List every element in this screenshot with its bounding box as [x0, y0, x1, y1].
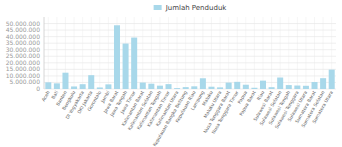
bar [243, 85, 249, 89]
bar [157, 86, 163, 89]
grid-line [44, 89, 336, 90]
bar [183, 87, 189, 89]
bar [303, 86, 309, 89]
grid-line [82, 17, 83, 89]
bar [148, 84, 154, 89]
grid-line [44, 75, 336, 76]
bar [54, 83, 60, 89]
grid-line [159, 17, 160, 89]
bar [269, 87, 275, 89]
y-tick-label: 40.000.000 [6, 33, 41, 40]
bar [234, 82, 240, 89]
grid-line [44, 49, 336, 50]
grid-line [314, 17, 315, 89]
y-tick-label: 15.000.000 [6, 65, 41, 72]
bar [200, 78, 206, 89]
bar [71, 86, 77, 89]
bar [277, 78, 283, 89]
grid-line [305, 17, 306, 89]
y-tick-label: 30.000.000 [6, 46, 41, 53]
grid-line [194, 17, 195, 89]
grid-line [271, 17, 272, 89]
bar [123, 44, 129, 89]
y-axis-line [44, 17, 45, 89]
grid-line [177, 17, 178, 89]
y-tick-label: 45.000.000 [6, 26, 41, 33]
grid-line [44, 36, 336, 37]
bar [251, 88, 257, 89]
bar [140, 83, 146, 89]
grid-line [297, 17, 298, 89]
legend-swatch [154, 5, 162, 10]
y-tick-label: 5.000.000 [9, 78, 40, 85]
bars [45, 25, 334, 89]
grid-line [211, 17, 212, 89]
grid-line [56, 17, 57, 89]
grid [44, 17, 336, 89]
x-tick-label: Papua Barat [238, 90, 256, 117]
y-tick-label: 50.000.000 [6, 20, 41, 27]
grid-line [142, 17, 143, 89]
legend: Jumlah Penduduk [154, 4, 228, 12]
grid-line [237, 17, 238, 89]
grid-line [263, 17, 264, 89]
grid-line [44, 62, 336, 63]
y-axis: 05.000.00010.000.00015.000.00020.000.000… [6, 20, 41, 92]
grid-line [288, 17, 289, 89]
bar [286, 85, 292, 89]
bar [329, 70, 335, 89]
grid-line [44, 30, 336, 31]
bar [208, 87, 214, 89]
bar [105, 84, 111, 89]
bar [97, 87, 103, 89]
grid-line [168, 17, 169, 89]
grid-line [44, 56, 336, 57]
bar [312, 82, 318, 89]
grid-line [202, 17, 203, 89]
x-axis: AcehBaliBantenBengkuluDI YogyakartaDKI J… [41, 90, 334, 147]
bar [294, 86, 300, 89]
grid-line [228, 17, 229, 89]
x-tick-label: Sumatera Utara [311, 90, 334, 124]
bar [166, 84, 172, 89]
grid-line [44, 82, 336, 83]
x-tick-label: Aceh [41, 90, 51, 102]
bar [80, 84, 86, 89]
bar [260, 81, 266, 89]
y-tick-label: 25.000.000 [6, 52, 41, 59]
grid-line [151, 17, 152, 89]
bar [114, 25, 120, 89]
bar [131, 38, 137, 89]
bar [191, 86, 197, 89]
y-tick-label: 35.000.000 [6, 39, 41, 46]
y-tick-label: 10.000.000 [6, 72, 41, 79]
chart-container: 05.000.00010.000.00015.000.00020.000.000… [0, 0, 342, 147]
grid-line [254, 17, 255, 89]
grid-line [44, 69, 336, 70]
grid-line [185, 17, 186, 89]
bar [174, 88, 180, 89]
bar [45, 82, 51, 89]
bar [88, 75, 94, 89]
bar [217, 87, 223, 89]
grid-line [44, 43, 336, 44]
bar [226, 83, 232, 89]
grid-line [220, 17, 221, 89]
grid-line [48, 17, 49, 89]
grid-line [74, 17, 75, 89]
grid-line [245, 17, 246, 89]
grid-line [99, 17, 100, 89]
bar [320, 78, 326, 89]
x-tick-label: Kepulauan Bangka Belitung [152, 90, 188, 147]
bar [62, 73, 68, 89]
y-tick-label: 0 [36, 85, 40, 92]
chart-svg: 05.000.00010.000.00015.000.00020.000.000… [0, 0, 342, 147]
grid-line [44, 23, 336, 24]
x-tick-label: Nusa Tenggara Timur [211, 90, 240, 135]
legend-label: Jumlah Penduduk [165, 4, 228, 12]
grid-line [108, 17, 109, 89]
y-tick-label: 20.000.000 [6, 59, 41, 66]
